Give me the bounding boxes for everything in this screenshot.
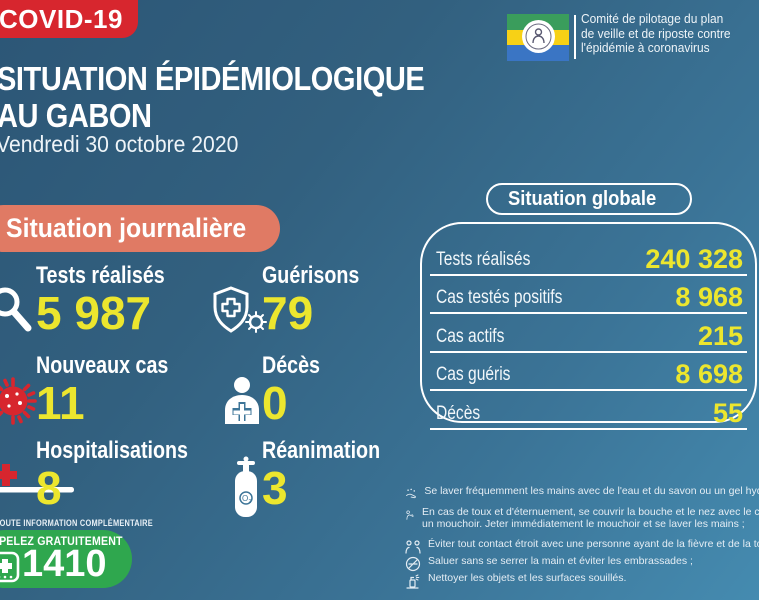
row-label: Tests réalisés [436,248,531,270]
row-value: 8 968 [675,282,743,313]
hospital-bed-icon [0,462,76,500]
global-situation-title: Situation globale [486,183,692,215]
global-situation-table: Tests réalisés 240 328 Cas testés positi… [420,222,757,430]
no-handshake-icon [405,556,421,572]
virus-icon [0,372,42,430]
covid-19-badge-label: COVID-19 [0,3,123,34]
stat-recovered-value: 79 [262,287,314,339]
page-title-line2: AU GABON [0,97,152,134]
row-label: Cas testés positifs [436,287,563,308]
magnifier-icon [0,286,34,334]
hand-washing-icon [406,488,416,499]
svg-text:2: 2 [249,499,252,505]
row-value: 55 [712,397,743,428]
avoid-contact-icon [405,540,421,554]
row-value: 240 328 [645,243,743,274]
table-row: Décès 55 [430,391,747,430]
table-row: Cas testés positifs 8 968 [430,276,747,314]
cough-elbow-icon [406,510,414,520]
daily-situation-title: Situation journalière [0,205,280,252]
flag-stripe-blue [507,45,569,62]
row-value: 215 [697,320,743,351]
tip-item: En cas de toux et d'éternuement, se couv… [405,506,759,530]
hotline-pill [0,530,132,588]
tip-item: Se laver fréquemment les mains avec de l… [405,485,759,502]
row-label: Cas guéris [436,364,511,385]
stat-hospital-value: 8 [36,462,62,514]
clean-surfaces-icon [406,574,420,589]
table-row: Cas actifs 215 [430,314,747,353]
covid-19-badge: COVID-19 [0,0,138,38]
tip-text: Se laver fréquemment les mains avec de l… [424,485,759,497]
row-label: Cas actifs [436,325,505,347]
shield-cross-virus-icon [212,286,268,336]
stat-tests-label: Tests réalisés [36,262,165,289]
tip-text: Nettoyer les objets et les surfaces soui… [428,572,627,584]
hotline-call-label: APPELEZ GRATUITEMENT [0,536,123,548]
row-label: Décès [436,402,481,424]
svg-text:O: O [242,494,248,503]
tip-item: Saluer sans se serrer la main et éviter … [405,555,759,572]
page-title-line1: SITUATION ÉPIDÉMIOLOGIQUE [0,60,425,97]
stat-recovered-label: Guérisons [262,262,360,289]
stat-newcases-value: 11 [36,377,85,429]
phone-icon [0,551,20,583]
stat-deaths-label: Décès [262,352,321,379]
committee-caption: Comité de pilotage du plan de veille et … [581,11,731,55]
stat-deaths-value: 0 [262,377,288,429]
hotline-number: 1410 [22,543,107,585]
oxygen-tank-icon: O 2 [230,456,262,518]
stat-newcases-label: Nouveaux cas [36,352,169,379]
tip-item: Nettoyer les objets et les surfaces soui… [405,572,759,589]
stat-icu-value: 3 [262,462,288,514]
row-value: 8 698 [675,359,743,390]
stat-tests-value: 5 987 [36,287,152,339]
tip-text: Éviter tout contact étroit avec une pers… [428,538,759,550]
tip-text: En cas de toux et d'éternuement, se couv… [422,506,759,530]
table-row: Cas guéris 8 698 [430,353,747,391]
tip-text: Saluer sans se serrer la main et éviter … [428,555,693,567]
hotline-note: TOUTE INFORMATION COMPLÉMENTAIRE [0,518,153,528]
gabon-emblem-icon [522,20,555,53]
stat-hospital-label: Hospitalisations [36,437,189,464]
tip-item: Éviter tout contact étroit avec une pers… [405,538,759,555]
logo-divider [574,15,576,59]
table-row: Tests réalisés 240 328 [430,237,747,276]
report-date: Vendredi 30 octobre 2020 [0,131,239,157]
person-cross-icon [222,376,262,424]
stat-icu-label: Réanimation [262,437,381,464]
